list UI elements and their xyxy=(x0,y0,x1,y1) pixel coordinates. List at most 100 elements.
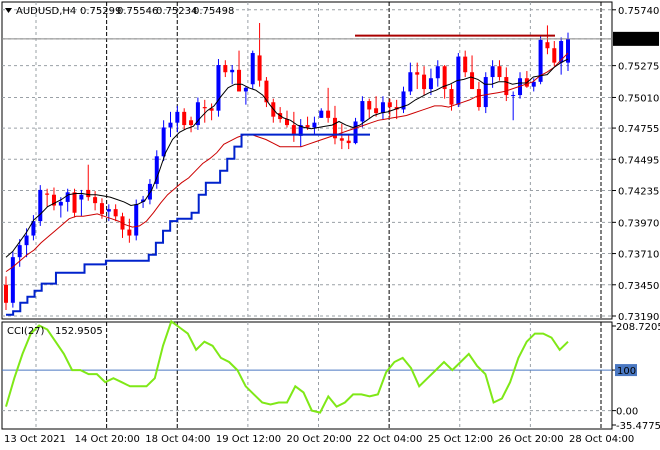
candle-body[interactable] xyxy=(511,95,516,97)
time-tick-label: 19 Oct 12:00 xyxy=(216,434,281,445)
ohlc-open: 0.75299 xyxy=(80,6,121,17)
candle-body[interactable] xyxy=(291,125,296,135)
candle-body[interactable] xyxy=(230,69,235,73)
price-tick-label: 0.75275 xyxy=(618,62,659,73)
candle-body[interactable] xyxy=(435,66,440,79)
candle-body[interactable] xyxy=(531,81,536,87)
candle-body[interactable] xyxy=(86,189,91,198)
candle-body[interactable] xyxy=(483,77,488,108)
candle-body[interactable] xyxy=(339,138,344,141)
time-tick-label: 28 Oct 04:00 xyxy=(569,434,634,445)
candle-body[interactable] xyxy=(380,102,385,114)
candle-body[interactable] xyxy=(175,111,180,123)
candle-body[interactable] xyxy=(538,39,543,82)
candle-body[interactable] xyxy=(422,74,427,90)
candle-body[interactable] xyxy=(305,125,310,128)
candle-body[interactable] xyxy=(312,122,317,128)
candle-body[interactable] xyxy=(387,102,392,108)
candle-body[interactable] xyxy=(99,203,104,214)
candle-body[interactable] xyxy=(490,66,495,78)
candle-body[interactable] xyxy=(182,111,187,126)
ma-fast-line[interactable] xyxy=(5,58,569,258)
stop-line[interactable] xyxy=(6,133,370,316)
candle-body[interactable] xyxy=(449,89,454,105)
cci-name: CCI(27) xyxy=(7,326,45,337)
candle-body[interactable] xyxy=(285,119,289,126)
candle-body[interactable] xyxy=(346,140,351,144)
candle-body[interactable] xyxy=(353,121,358,144)
cci-line[interactable] xyxy=(5,319,569,414)
candle-body[interactable] xyxy=(65,192,70,202)
candle-body[interactable] xyxy=(113,209,118,217)
candle-body[interactable] xyxy=(189,120,194,126)
candle-body[interactable] xyxy=(134,204,139,236)
candle-body[interactable] xyxy=(497,66,502,78)
candle-body[interactable] xyxy=(51,194,56,206)
candle-body[interactable] xyxy=(463,56,468,73)
cci-tick-label: 0.00 xyxy=(616,407,638,418)
candle-body[interactable] xyxy=(401,91,406,110)
time-tick-label: 14 Oct 20:00 xyxy=(75,434,140,445)
price-tick-label: 0.74755 xyxy=(618,124,659,135)
header-label: AUDUSD,H4 0.75299 0.75546 0.75234 0.7549… xyxy=(5,6,234,17)
candle-body[interactable] xyxy=(127,229,132,236)
candle-body[interactable] xyxy=(250,53,255,85)
candle-body[interactable] xyxy=(476,89,481,108)
candle-body[interactable] xyxy=(428,78,433,90)
candle-body[interactable] xyxy=(415,72,420,75)
candle-body[interactable] xyxy=(168,122,173,128)
candle-body[interactable] xyxy=(216,65,221,111)
candle-body[interactable] xyxy=(298,125,303,136)
candle-body[interactable] xyxy=(93,197,98,204)
candle-body[interactable] xyxy=(367,101,372,110)
candle-body[interactable] xyxy=(552,48,557,63)
cci-panel[interactable] xyxy=(2,319,612,414)
candle-body[interactable] xyxy=(545,42,550,49)
candle-body[interactable] xyxy=(209,108,214,111)
candle-body[interactable] xyxy=(243,87,248,92)
candle-body[interactable] xyxy=(504,77,509,96)
candle-body[interactable] xyxy=(408,72,413,92)
candle-body[interactable] xyxy=(17,245,22,258)
candle-body[interactable] xyxy=(559,41,564,63)
candle-body[interactable] xyxy=(332,117,337,139)
indicator-label: CCI(27) 152.9505 xyxy=(7,326,103,337)
candle-body[interactable] xyxy=(374,108,379,114)
candle-body[interactable] xyxy=(154,156,159,184)
candle-body[interactable] xyxy=(264,80,269,103)
candle-body[interactable] xyxy=(223,65,228,73)
price-tick-label: 0.73710 xyxy=(618,250,659,261)
candle-body[interactable] xyxy=(161,127,166,157)
time-tick-label: 25 Oct 12:00 xyxy=(428,434,493,445)
ma-slow-line[interactable] xyxy=(5,52,569,273)
candle-body[interactable] xyxy=(360,101,365,122)
candle-body[interactable] xyxy=(257,55,262,81)
candle-body[interactable] xyxy=(202,107,207,109)
candle-body[interactable] xyxy=(45,193,50,195)
candle-body[interactable] xyxy=(442,66,447,90)
candle-body[interactable] xyxy=(4,284,8,303)
cci-tick-label: -35.4775 xyxy=(616,421,660,432)
candle-body[interactable] xyxy=(31,221,36,236)
candle-body[interactable] xyxy=(58,201,63,206)
candle-body[interactable] xyxy=(24,235,29,246)
candle-body[interactable] xyxy=(79,194,84,200)
candle-body[interactable] xyxy=(10,257,15,303)
candle-body[interactable] xyxy=(72,192,77,213)
candle-body[interactable] xyxy=(106,209,111,212)
candle-body[interactable] xyxy=(470,72,475,90)
candle-body[interactable] xyxy=(326,110,331,118)
time-tick-label: 22 Oct 04:00 xyxy=(357,434,422,445)
ohlc-close: 0.75498 xyxy=(193,6,234,17)
candle-body[interactable] xyxy=(147,183,152,200)
candle-body[interactable] xyxy=(566,38,570,63)
candle-body[interactable] xyxy=(38,189,43,222)
candle-body[interactable] xyxy=(237,69,242,92)
candle-body[interactable] xyxy=(319,110,324,118)
price-panel[interactable] xyxy=(2,23,612,316)
price-tick-label: 0.75010 xyxy=(618,93,659,104)
candle-body[interactable] xyxy=(195,102,200,126)
cci-value: 152.9505 xyxy=(55,326,103,337)
candle-body[interactable] xyxy=(141,199,146,202)
